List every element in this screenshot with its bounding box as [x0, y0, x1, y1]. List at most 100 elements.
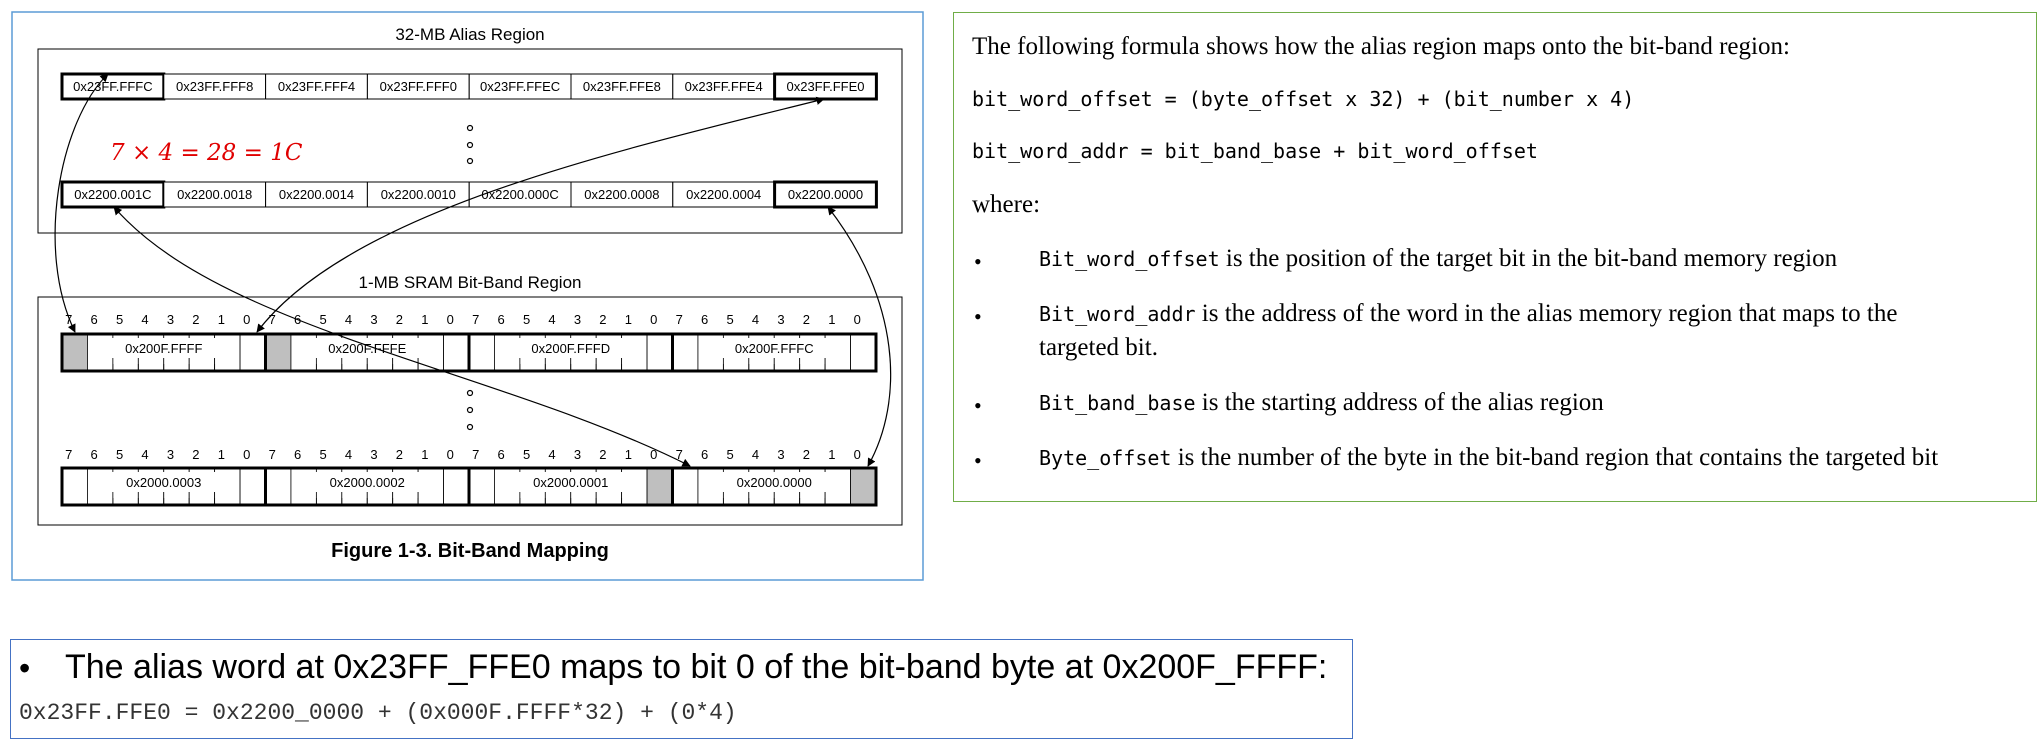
sram-bottom-bit-number: 4 — [752, 447, 759, 462]
ellipsis-dot — [466, 157, 474, 165]
where-label: where: — [972, 191, 1041, 218]
sram-top-bit-number: 1 — [421, 312, 428, 327]
sram-bottom-bit-cell — [239, 467, 266, 506]
ellipsis-dot — [466, 406, 474, 414]
sram-bottom-label-bg — [296, 472, 439, 492]
sram-bottom-bit-number: 3 — [777, 447, 784, 462]
term: Byte_offset — [1039, 446, 1172, 470]
term: Bit_word_addr — [1039, 302, 1196, 326]
sram-bottom-bit-number: 1 — [218, 447, 225, 462]
term: Bit_word_offset — [1039, 247, 1220, 271]
description-continued: targeted bit. — [1039, 334, 1158, 361]
sram-bottom-bit-number: 5 — [726, 447, 733, 462]
alias-word-label: 0x23FF.FFF8 — [176, 79, 253, 94]
sram-top-bit-number: 3 — [777, 312, 784, 327]
sram-top-bit-number: 0 — [854, 312, 861, 327]
sram-top-bit-number: 0 — [243, 312, 250, 327]
sram-bottom-byte — [671, 466, 878, 507]
sram-top-bit-number: 5 — [319, 312, 326, 327]
bullet-bit-word-offset: Bit_word_offset is the position of the t… — [1039, 245, 1837, 273]
sram-top-bit-cell — [61, 333, 88, 372]
sram-bottom-bit-number: 1 — [828, 447, 835, 462]
bullet-dot: • — [974, 448, 982, 473]
formula-offset: bit_word_offset = (byte_offset x 32) + (… — [972, 87, 1635, 111]
formula-panel: The following formula shows how the alia… — [953, 12, 2037, 502]
alias-word-label: 0x23FF.FFFC — [73, 79, 152, 94]
sram-top-label-bg — [703, 338, 846, 358]
bullet-dot: • — [974, 304, 982, 329]
sram-top-bit-number: 2 — [396, 312, 403, 327]
sram-top-bit-number: 7 — [676, 312, 683, 327]
description: is the address of the word in the alias … — [1195, 300, 1898, 327]
sram-bottom-bit-cell — [646, 467, 673, 506]
sram-top-bit-cell — [468, 333, 495, 372]
sram-top-bit-number: 6 — [701, 312, 708, 327]
sram-bottom-bit-number: 3 — [370, 447, 377, 462]
sram-top-bit-cell — [443, 333, 470, 372]
bullet-dot: • — [974, 393, 982, 418]
alias-word-label: 0x23FF.FFE4 — [685, 79, 763, 94]
sram-bottom-byte-label: 0x2000.0002 — [330, 475, 405, 490]
sram-bottom-bit-number: 4 — [141, 447, 148, 462]
example-box: • The alias word at 0x23FF_FFE0 maps to … — [10, 639, 1353, 739]
bullet-dot: • — [974, 249, 982, 274]
example-statement: The alias word at 0x23FF_FFE0 maps to bi… — [65, 648, 1328, 686]
alias-word-label: 0x2200.0000 — [788, 187, 863, 202]
sram-bottom-bit-number: 5 — [523, 447, 530, 462]
sram-bottom-bit-number: 4 — [548, 447, 555, 462]
alias-word-label: 0x2200.0010 — [381, 187, 456, 202]
sram-bottom-bit-number: 5 — [319, 447, 326, 462]
sram-bottom-bit-number: 4 — [345, 447, 352, 462]
alias-word-label: 0x23FF.FFF4 — [278, 79, 355, 94]
ellipsis-dot — [466, 124, 474, 132]
sram-region-title: 1-MB SRAM Bit-Band Region — [358, 273, 582, 292]
ellipsis-dot — [466, 141, 474, 149]
annotation-formula: 7 × 4 = 28 = 1C — [110, 140, 303, 166]
sram-bottom-bit-cell — [265, 467, 292, 506]
sram-bottom-bit-number: 6 — [701, 447, 708, 462]
description: is the starting address of the alias reg… — [1195, 389, 1604, 416]
sram-top-bit-number: 2 — [803, 312, 810, 327]
sram-top-byte-label: 0x200F.FFFC — [735, 341, 814, 356]
formula-addr: bit_word_addr = bit_band_base + bit_word… — [972, 139, 1538, 163]
bullet-bit-band-base: Bit_band_base is the starting address of… — [1039, 389, 1604, 417]
sram-bottom-label-bg — [499, 472, 642, 492]
sram-top-bit-number: 2 — [192, 312, 199, 327]
sram-bottom-label-bg — [92, 472, 235, 492]
sram-top-bit-number: 0 — [650, 312, 657, 327]
ellipsis-dot — [466, 389, 474, 397]
alias-word-label: 0x2200.001C — [74, 187, 151, 202]
description: is the number of the byte in the bit-ban… — [1171, 444, 1939, 471]
sram-top-bit-number: 7 — [472, 312, 479, 327]
sram-bottom-bit-number: 7 — [65, 447, 72, 462]
example-equation: 0x23FF.FFE0 = 0x2200_0000 + (0x000F.FFFF… — [19, 700, 737, 726]
alias-word-label: 0x2200.0014 — [279, 187, 354, 202]
sram-bottom-bit-number: 2 — [599, 447, 606, 462]
figure-caption: Figure 1-3. Bit-Band Mapping — [331, 540, 609, 562]
sram-bottom-bit-number: 6 — [294, 447, 301, 462]
sram-top-bit-number: 5 — [523, 312, 530, 327]
example-bullet: • — [19, 650, 31, 686]
sram-bottom-bit-cell — [468, 467, 495, 506]
sram-top-byte-label: 0x200F.FFFE — [328, 341, 406, 356]
sram-bottom-bit-number: 0 — [447, 447, 454, 462]
sram-bottom-bit-number: 1 — [625, 447, 632, 462]
ellipsis-dot — [466, 423, 474, 431]
alias-word-label: 0x23FF.FFE8 — [583, 79, 661, 94]
alias-word-cell — [672, 73, 776, 100]
alias-word-label: 0x23FF.FFEC — [480, 79, 560, 94]
sram-top-bit-number: 4 — [548, 312, 555, 327]
sram-top-bit-number: 6 — [91, 312, 98, 327]
term: Bit_band_base — [1039, 391, 1196, 415]
sram-top-bit-cell — [265, 333, 292, 372]
sram-bottom-byte-label: 0x2000.0001 — [533, 475, 608, 490]
sram-bottom-byte-label: 0x2000.0003 — [126, 475, 201, 490]
sram-top-bit-number: 4 — [345, 312, 352, 327]
mapping-arrow — [54, 73, 109, 333]
alias-word-cell — [468, 73, 572, 100]
sram-bottom-bit-number: 0 — [854, 447, 861, 462]
sram-top-bit-number: 5 — [116, 312, 123, 327]
sram-top-bit-number: 4 — [752, 312, 759, 327]
formula-intro: The following formula shows how the alia… — [972, 33, 1790, 60]
